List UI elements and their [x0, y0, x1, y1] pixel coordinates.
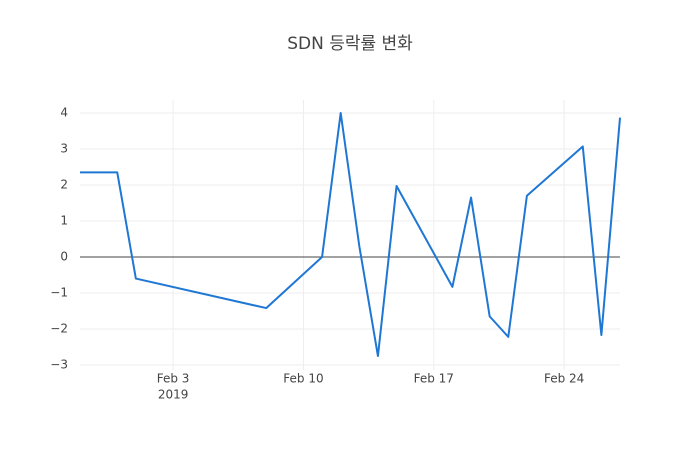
y-tick-label: 4 [60, 105, 68, 119]
x-tick-label: Feb 3 [157, 372, 190, 386]
y-tick-label: −3 [50, 357, 68, 371]
y-tick-label: −1 [50, 285, 68, 299]
y-tick-label: 2 [60, 177, 68, 191]
y-tick-label: 1 [60, 213, 68, 227]
chart-title: SDN 등락률 변화 [287, 34, 413, 54]
y-tick-label: 3 [60, 141, 68, 155]
x-tick-label: Feb 10 [283, 372, 323, 386]
y-tick-label: −2 [50, 321, 68, 335]
x-tick-label: Feb 17 [414, 372, 454, 386]
x-year-label: 2019 [158, 388, 189, 402]
x-tick-label: Feb 24 [544, 372, 584, 386]
y-tick-label: 0 [60, 249, 68, 263]
line-series [80, 111, 621, 357]
